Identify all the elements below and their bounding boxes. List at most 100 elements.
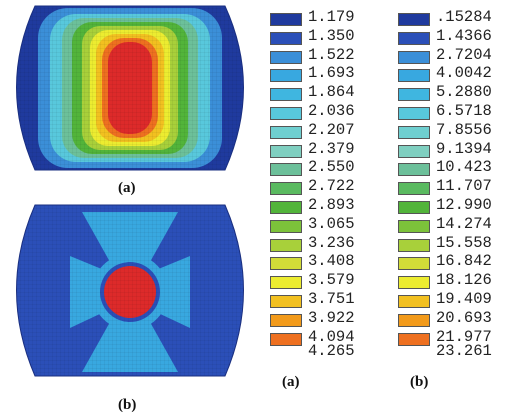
legend-a-value: 2.207 [308,120,355,139]
legend-a-swatch [270,31,302,45]
legend-b-value: 18.126 [436,271,492,290]
legend-a-value: 2.722 [308,177,355,196]
legend-b-value: 19.409 [436,290,492,308]
contour-plot-a [16,5,244,171]
legend-a-value: 1.693 [308,64,355,83]
legend-b-value: 1.4366 [436,26,492,45]
legend-b-value: 20.693 [436,308,492,327]
legend-a-swatch [270,219,302,233]
legend-a-swatch [270,88,302,102]
legend-a-row: 1.350 [270,26,410,47]
contour-b-field [16,205,244,376]
legend-b-swatch [398,219,430,233]
legend-a-swatch [270,107,302,120]
legend-b-swatch [398,332,430,346]
legend-a-row: 2.722 [270,177,410,197]
legend-b-value: 12.990 [436,196,492,214]
legend-b-value: 16.842 [436,252,492,271]
legend-a-row: 2.207 [270,120,410,141]
legend-a-value: 3.236 [308,233,355,252]
legend-b-value: 15.558 [436,233,492,252]
legend-b-value: 23.261 [436,342,492,361]
legend-a-value: 1.179 [308,8,355,26]
legend-a-value: 2.036 [308,102,355,120]
legend-a-swatch [270,69,302,83]
legend-a-row: 3.236 [270,233,410,254]
legend-b-row: 18.126 [398,271,509,291]
legend-a-row: 4.265 [270,342,410,366]
legend-b-row: 6.5718 [398,102,509,122]
legend-b-row: .15284 [398,8,509,28]
legend-a-value: 1.864 [308,83,355,102]
legend-a-swatch [270,125,302,139]
legend-a-row: 1.693 [270,64,410,84]
legend-b-value: 7.8556 [436,120,492,139]
legend-b-value: 6.5718 [436,102,492,120]
legend-a-swatch [270,163,302,177]
legend-b-swatch [398,13,430,26]
caption-panel-b: (b) [118,397,137,413]
legend-a-row: 2.550 [270,158,410,178]
legend-a-row: 2.379 [270,140,410,160]
legend-b-row: 16.842 [398,252,509,272]
caption-panel-a: (a) [118,180,136,196]
legend-a-row: 3.751 [270,290,410,310]
legend-b-row: 15.558 [398,233,509,254]
legend-b-swatch [398,88,430,102]
legend-a-value: 4.265 [308,342,355,361]
legend-a-swatch [270,182,302,196]
legend-b-row: 2.7204 [398,45,509,66]
legend-a-value: 3.922 [308,308,355,327]
legend-a-swatch [270,295,302,308]
legend-a-row: 3.922 [270,308,410,329]
legend-a-swatch [270,257,302,271]
legend-a-value: 1.350 [308,26,355,45]
legend-b-row: 14.274 [398,214,509,235]
legend-a-row: 2.036 [270,102,410,122]
legend-b-swatch [398,69,430,83]
contour-a-field [16,6,244,170]
legend-b-row: 10.423 [398,158,509,178]
legend-a-swatch [270,144,302,158]
caption-legend-b: (b) [410,374,429,390]
legend-b-row: 5.2880 [398,83,509,103]
legend-b-value: 4.0042 [436,64,492,83]
legend-a-row: 3.065 [270,214,410,235]
legend-a-swatch [270,238,302,252]
legend-b-value: 14.274 [436,214,492,233]
legend-a-value: 1.522 [308,45,355,64]
legend-b-swatch [398,144,430,158]
legend-a-swatch [270,13,302,26]
legend-b-value: 21.977 [436,327,492,346]
legend-b-swatch [398,201,430,214]
legend-a-row: 1.864 [270,83,410,103]
legend-b-row: 20.693 [398,308,509,329]
legend-b-swatch [398,257,430,271]
legend-b-swatch [398,295,430,308]
legend-b-row: 21.977 [398,327,509,348]
legend-b-row: 12.990 [398,196,509,216]
legend-b-row: 19.409 [398,290,509,310]
legend-b-value: 11.707 [436,177,492,196]
legend-a-value: 3.408 [308,252,355,271]
legend-a-value: 4.094 [308,327,355,346]
legend-b-row: 1.4366 [398,26,509,47]
legend-a-value: 2.550 [308,158,355,177]
legend-b-row: 9.1394 [398,139,509,160]
legend-b-value: 2.7204 [436,45,492,64]
legend-a-swatch [270,201,302,214]
legend-b-swatch [398,313,430,327]
legend-b-swatch [398,125,430,139]
legend-b-value: .15284 [436,8,492,26]
legend-b-swatch [398,276,430,290]
legend-a-value: 3.065 [308,214,355,233]
legend-a-value: 2.893 [308,196,355,214]
legend-a-swatch [270,332,302,346]
legend-a-value: 3.751 [308,290,355,308]
contour-plot-b [16,204,244,377]
legend-b-swatch [398,31,430,45]
legend-a-swatch [270,50,302,64]
legend-b-value: 9.1394 [436,139,492,158]
legend-b-value: 10.423 [436,158,492,177]
legend-a-swatch [270,276,302,290]
